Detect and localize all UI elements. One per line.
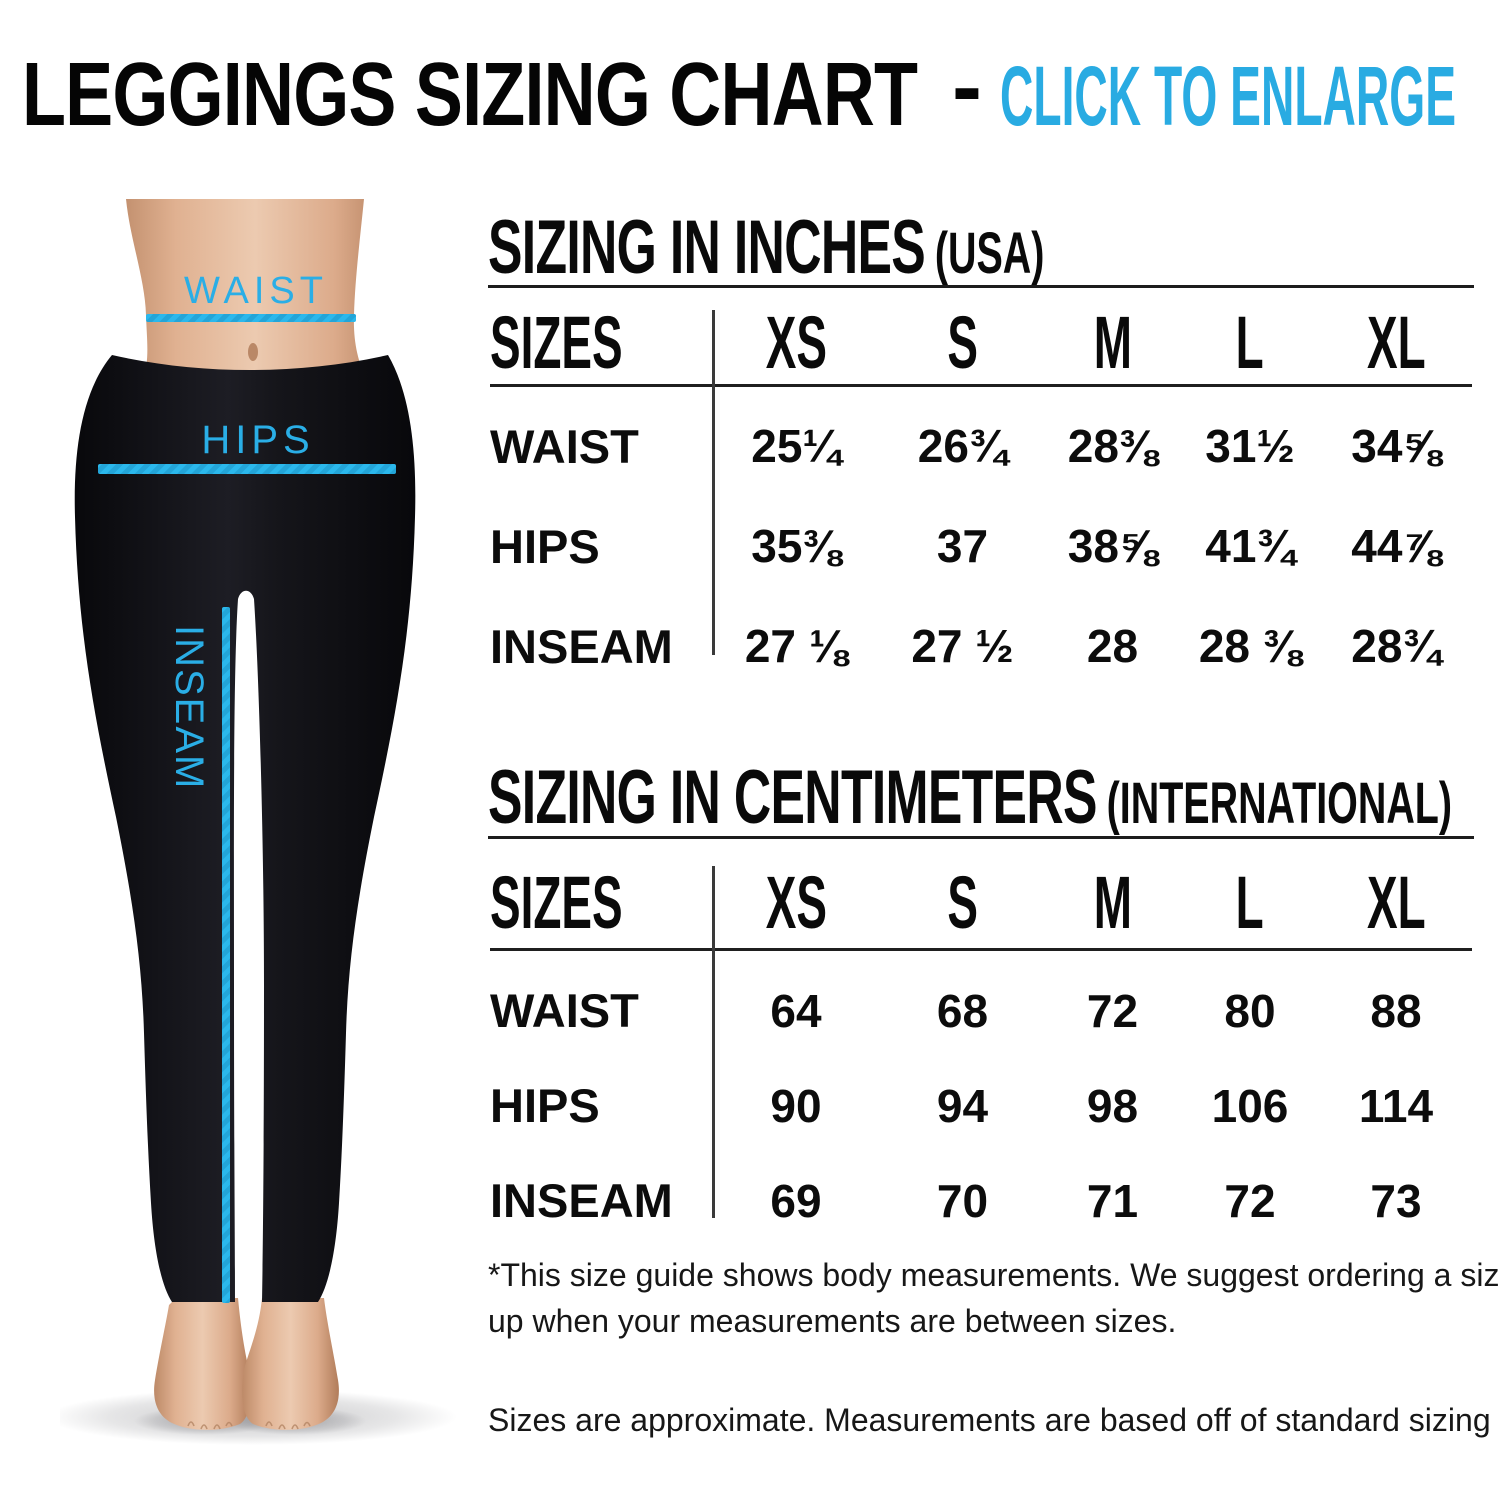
waist-s-cm: 68 [936, 984, 989, 1037]
waist-l-cm: 80 [1224, 984, 1276, 1037]
inches-header-row: SIZES XS S M L XL [490, 300, 1472, 387]
inseam-l-cm: 72 [1224, 1174, 1276, 1227]
row-label: INSEAM [490, 619, 673, 673]
footnote-line-3: Sizes are approximate. Measurements are … [488, 1401, 1491, 1438]
waist-xs-in: 25¼ [751, 420, 841, 472]
hips-xl-in: 44⅞ [1351, 520, 1441, 572]
inseam-xs-cm: 69 [770, 1174, 822, 1227]
cm-heading-rule [488, 836, 1474, 839]
cm-table-divider [712, 866, 715, 1218]
cm-inseam-row: INSEAM 69 70 71 72 73 [490, 1141, 1472, 1236]
hips-xl-cm: 114 [1358, 1079, 1434, 1132]
inches-sizes-header: SIZES [490, 300, 623, 384]
inches-heading-text: SIZING IN INCHES [488, 205, 926, 290]
inches-table: SIZES XS S M L XL WAIST 25¼ 26¾ 28⅜ 31½ … [490, 300, 1472, 687]
inseam-l-in: 28 ⅜ [1198, 620, 1302, 672]
waist-xl-in: 34⅝ [1351, 420, 1441, 472]
inseam-xl-cm: 73 [1370, 1174, 1422, 1227]
inches-col-m: M [1093, 300, 1132, 384]
cm-header-row: SIZES XS S M L XL [490, 856, 1472, 951]
inches-col-xs: XS [765, 300, 827, 384]
waist-label: WAIST [184, 270, 328, 312]
inseam-s-in: 27 ½ [911, 620, 1014, 672]
cm-waist-row: WAIST 64 68 72 80 88 [490, 951, 1472, 1046]
cm-sizes-header: SIZES [490, 860, 623, 944]
cm-col-l: L [1235, 860, 1265, 944]
inches-col-xl: XL [1366, 300, 1426, 384]
cm-heading-region: (INTERNATIONAL) [1106, 771, 1453, 836]
row-label: INSEAM [490, 1174, 673, 1227]
inseam-label: INSEAM [167, 625, 211, 790]
cm-hips-row: HIPS 90 94 98 106 114 [490, 1046, 1472, 1141]
cm-section-heading: SIZING IN CENTIMETERS (INTERNATIONAL) [488, 760, 1500, 836]
waist-xs-cm: 64 [770, 984, 822, 1037]
inches-table-divider [712, 310, 715, 655]
click-to-enlarge-link[interactable]: CLICK TO ENLARGE [1000, 49, 1457, 143]
cm-heading-text: SIZING IN CENTIMETERS [488, 755, 1097, 840]
inches-heading-rule [488, 285, 1474, 288]
inches-section-heading: SIZING IN INCHES (USA) [488, 210, 1306, 286]
footnote-line-2: up when your measurements are between si… [488, 1303, 1177, 1340]
hips-l-cm: 106 [1211, 1079, 1289, 1132]
inches-heading-region: (USA) [934, 221, 1045, 286]
hips-xs-cm: 90 [770, 1079, 822, 1132]
hips-s-cm: 94 [936, 1079, 989, 1132]
cm-col-xl: XL [1366, 860, 1426, 944]
row-label: WAIST [490, 984, 639, 1037]
leggings-silhouette [74, 355, 416, 1302]
title-dash: - [952, 37, 982, 137]
hips-l-in: 41¾ [1205, 520, 1295, 572]
inches-inseam-row: INSEAM 27 ⅛ 27 ½ 28 28 ⅜ 28¾ [490, 587, 1472, 687]
leggings-model-image: WAIST HIPS INSEAM [47, 195, 480, 1460]
waist-m-cm: 72 [1086, 984, 1139, 1037]
inseam-m-cm: 71 [1086, 1174, 1139, 1227]
cm-col-s: S [947, 860, 978, 944]
inches-col-s: S [947, 300, 978, 384]
inches-col-l: L [1235, 300, 1265, 384]
hips-xs-in: 35⅜ [751, 520, 841, 572]
waist-m-in: 28⅜ [1067, 420, 1158, 472]
waist-xl-cm: 88 [1370, 984, 1422, 1037]
hips-label: HIPS [201, 418, 314, 462]
inches-waist-row: WAIST 25¼ 26¾ 28⅜ 31½ 34⅝ [490, 387, 1472, 487]
hips-m-cm: 98 [1086, 1079, 1139, 1132]
inseam-m-in: 28 [1086, 620, 1139, 672]
right-foot [242, 1298, 339, 1430]
waist-l-in: 31½ [1205, 420, 1295, 472]
leggings-figure-graphic: WAIST HIPS INSEAM [47, 199, 457, 1445]
cm-col-m: M [1093, 860, 1132, 944]
hips-s-in: 37 [936, 520, 989, 572]
hips-m-in: 38⅝ [1067, 520, 1158, 572]
left-foot [154, 1298, 251, 1430]
inseam-s-cm: 70 [936, 1174, 989, 1227]
navel [248, 343, 258, 361]
page-title: LEGGINGS SIZING CHART [22, 45, 918, 145]
inseam-xs-in: 27 ⅛ [744, 620, 848, 672]
row-label: WAIST [490, 419, 639, 473]
waist-s-in: 26¾ [917, 420, 1008, 472]
inches-hips-row: HIPS 35⅜ 37 38⅝ 41¾ 44⅞ [490, 487, 1472, 587]
inseam-xl-in: 28¾ [1351, 620, 1441, 672]
footnotes: *This size guide shows body measurements… [488, 1252, 1500, 1443]
cm-col-xs: XS [765, 860, 827, 944]
row-label: HIPS [490, 519, 600, 573]
cm-table: SIZES XS S M L XL WAIST 64 68 72 80 88 H… [490, 856, 1472, 1236]
footnote-line-1: *This size guide shows body measurements… [488, 1257, 1500, 1293]
row-label: HIPS [490, 1079, 600, 1132]
